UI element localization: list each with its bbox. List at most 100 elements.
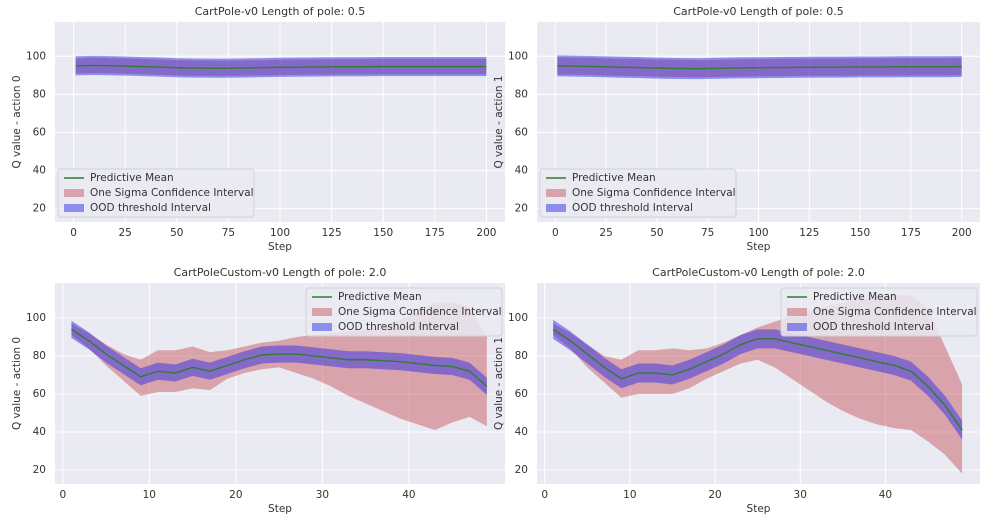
y-tick-label: 100 [26,312,46,324]
subplot: 0 25 50 75 100 125 150 175 200 20 40 60 80 100 CartPol… [11,5,505,253]
y-tick-label: 40 [515,165,528,177]
y-tick-label: 60 [515,388,528,400]
x-tick-label: 25 [118,227,131,239]
x-tick-label: 175 [901,227,921,239]
x-tick-label: 50 [170,227,183,239]
legend-label: OOD threshold Interval [572,202,693,214]
y-tick-label: 40 [33,165,46,177]
x-tick-label: 0 [541,489,548,501]
legend-patch [312,323,332,331]
x-axis-label: Step [747,241,771,253]
x-tick-label: 50 [650,227,663,239]
y-tick-label: 20 [33,203,46,215]
x-tick-label: 30 [794,489,807,501]
y-tick-label: 80 [515,88,528,100]
chart-title: CartPoleCustom-v0 Length of pole: 2.0 [174,266,387,279]
x-tick-label: 100 [748,227,768,239]
y-axis-label: Q value - action 0 [11,75,23,168]
subplot: 0 25 50 75 100 125 150 175 200 20 40 60 80 100 CartPol… [493,5,980,253]
legend-label: Predictive Mean [338,291,422,303]
mean-line [552,328,963,431]
chart-title: CartPole-v0 Length of pole: 0.5 [195,5,366,18]
x-axis-label: Step [747,503,771,515]
y-tick-label: 80 [515,350,528,362]
confidence-band [71,320,487,395]
legend-label: One Sigma Confidence Interval [572,187,736,199]
x-tick-label: 125 [322,227,342,239]
y-axis-label: Q value - action 1 [493,337,505,430]
legend-patch [546,204,566,212]
legend-patch [787,323,807,331]
legend-label: One Sigma Confidence Interval [813,306,977,318]
chart-title: CartPole-v0 Length of pole: 0.5 [673,5,844,18]
legend-patch [787,308,807,316]
mean-line [557,65,962,70]
x-tick-label: 0 [70,227,77,239]
legend: Predictive Mean One Sigma Confidence Inte… [539,168,737,218]
legend: Predictive Mean One Sigma Confidence Inte… [305,287,503,337]
chart-title: CartPoleCustom-v0 Length of pole: 2.0 [652,266,865,279]
plot-content [552,295,963,474]
y-tick-label: 60 [515,126,528,138]
y-tick-label: 40 [33,426,46,438]
legend-box [780,287,978,337]
y-tick-label: 100 [508,312,528,324]
plot-content [557,55,962,80]
mean-line [71,328,488,387]
x-tick-label: 75 [222,227,235,239]
legend-label: OOD threshold Interval [338,321,459,333]
x-tick-label: 20 [708,489,721,501]
x-tick-label: 30 [316,489,329,501]
x-tick-label: 100 [270,227,290,239]
y-tick-label: 60 [33,126,46,138]
legend-label: Predictive Mean [90,172,174,184]
legend-label: OOD threshold Interval [813,321,934,333]
x-tick-label: 40 [402,489,415,501]
y-tick-label: 40 [515,426,528,438]
subplot: 0 10 20 30 40 20 40 60 80 100 CartPoleCustom-v0 Le… [493,266,980,515]
legend-label: Predictive Mean [572,172,656,184]
x-tick-label: 150 [850,227,870,239]
mean-line [75,64,487,69]
y-tick-label: 80 [33,88,46,100]
subplot: 0 10 20 30 40 20 40 60 80 100 CartPoleCustom-v0 Le… [11,266,505,515]
confidence-band [553,319,963,440]
legend-patch [312,308,332,316]
y-tick-label: 60 [33,388,46,400]
y-tick-label: 100 [26,50,46,62]
y-axis-label: Q value - action 1 [493,75,505,168]
legend-label: One Sigma Confidence Interval [90,187,254,199]
legend-patch [64,204,84,212]
x-tick-label: 75 [701,227,714,239]
confidence-band [553,295,963,474]
y-tick-label: 100 [508,50,528,62]
y-axis-label: Q value - action 0 [11,337,23,430]
x-tick-label: 200 [952,227,972,239]
legend-patch [64,189,84,197]
legend: Predictive Mean One Sigma Confidence Inte… [780,287,978,337]
y-tick-label: 20 [33,464,46,476]
legend-box [305,287,503,337]
x-tick-label: 0 [552,227,559,239]
legend-box [57,168,255,218]
y-tick-label: 20 [515,203,528,215]
x-tick-label: 0 [59,489,66,501]
y-tick-label: 20 [515,464,528,476]
legend: Predictive Mean One Sigma Confidence Inte… [57,168,255,218]
x-tick-label: 25 [599,227,612,239]
legend-label: Predictive Mean [813,291,897,303]
x-tick-label: 200 [476,227,496,239]
x-tick-label: 20 [229,489,242,501]
plot-content [75,55,487,78]
x-tick-label: 40 [879,489,892,501]
x-tick-label: 125 [799,227,819,239]
legend-patch [546,189,566,197]
x-tick-label: 10 [143,489,156,501]
y-tick-label: 80 [33,350,46,362]
legend-label: OOD threshold Interval [90,202,211,214]
x-tick-label: 175 [425,227,445,239]
x-tick-label: 10 [623,489,636,501]
x-axis-label: Step [268,241,292,253]
x-axis-label: Step [268,503,292,515]
